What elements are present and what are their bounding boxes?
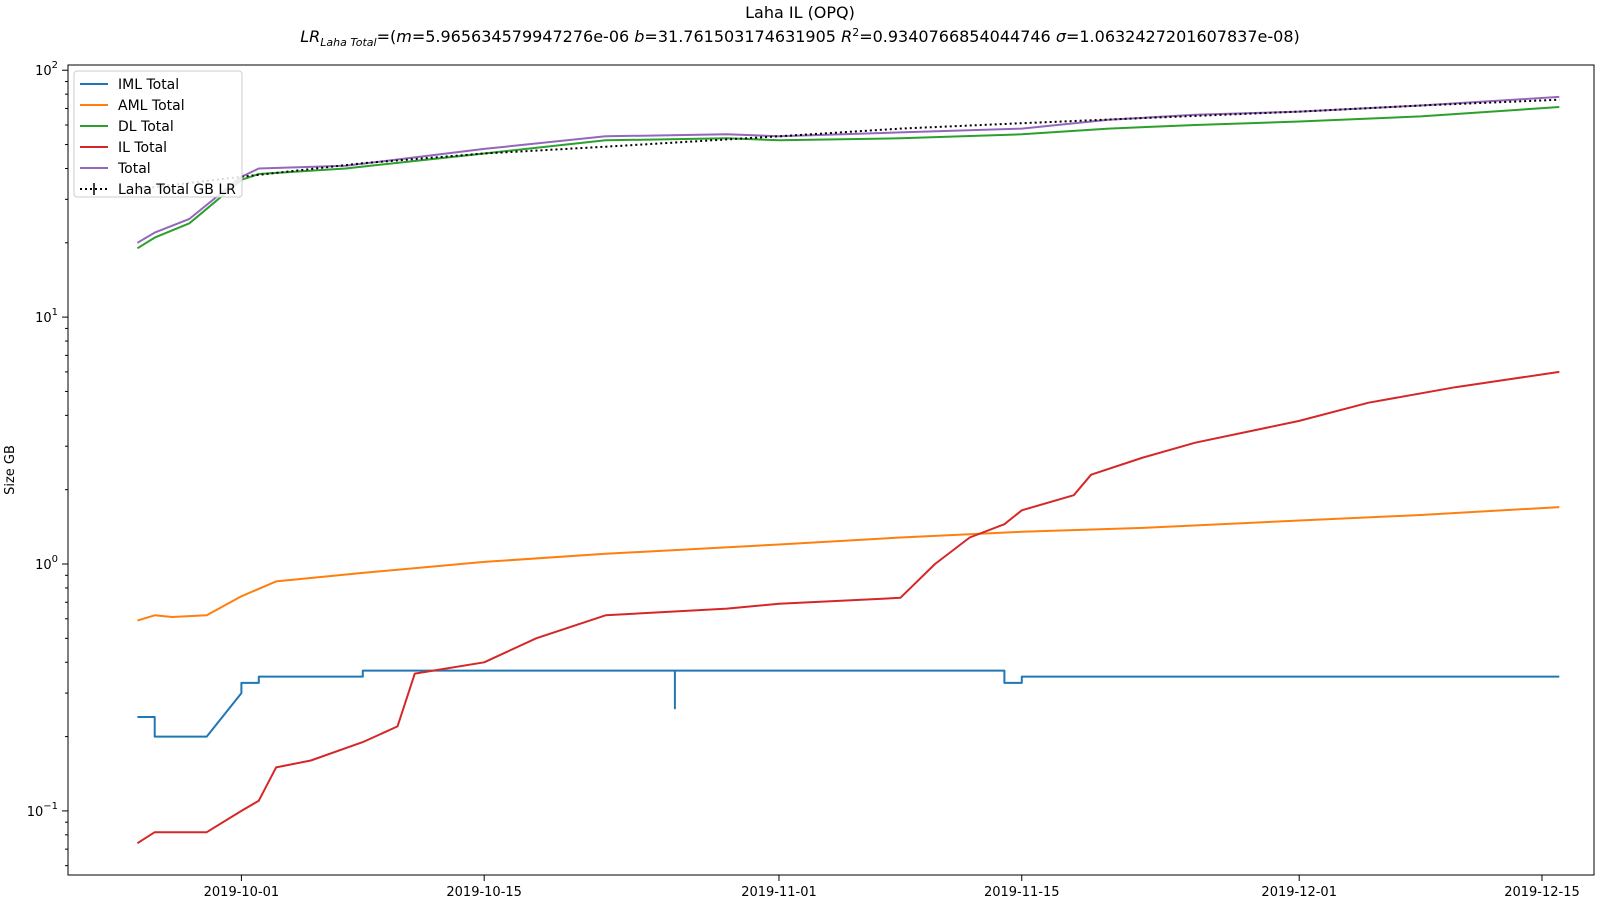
legend-label: IML Total bbox=[118, 77, 179, 93]
y-tick-exponent: 1 bbox=[52, 307, 58, 318]
x-tick-label: 2019-12-15 bbox=[1504, 885, 1580, 900]
y-tick-label: 101 bbox=[35, 307, 58, 326]
y-tick-exponent: 2 bbox=[52, 60, 58, 71]
subtitle-m-label: m bbox=[396, 27, 412, 46]
subtitle-r-val: =0.9340766854044746 bbox=[859, 27, 1056, 46]
y-tick-base: 10 bbox=[35, 311, 52, 326]
legend-label: DL Total bbox=[118, 119, 174, 135]
legend-box bbox=[73, 70, 243, 198]
subtitle-b-label: b bbox=[634, 27, 644, 46]
legend-label: AML Total bbox=[118, 98, 185, 114]
subtitle-b-val: =31.761503174631905 bbox=[644, 27, 841, 46]
x-tick-label: 2019-10-01 bbox=[204, 885, 280, 900]
y-tick-base: 10 bbox=[35, 64, 52, 79]
chart-title: Laha IL (OPQ) bbox=[745, 3, 855, 22]
y-axis-label: Size GB bbox=[3, 445, 18, 495]
x-tick-label: 2019-12-01 bbox=[1261, 885, 1337, 900]
plot-area bbox=[67, 64, 1595, 876]
subtitle-eq-open: =( bbox=[377, 27, 397, 46]
y-tick-base: 10 bbox=[27, 805, 44, 820]
subtitle-s-label: σ bbox=[1056, 27, 1067, 46]
subtitle-lr-sub: Laha Total bbox=[320, 36, 376, 49]
legend-label: Laha Total GB LR bbox=[118, 182, 236, 198]
y-tick-label: 100 bbox=[35, 554, 58, 573]
x-tick-label: 2019-11-15 bbox=[984, 885, 1060, 900]
y-tick-exponent: 0 bbox=[52, 554, 58, 565]
y-tick-exponent: −1 bbox=[43, 801, 58, 812]
series-line-aml-total bbox=[137, 506, 1560, 622]
subtitle-r-label: R bbox=[841, 27, 852, 46]
series-line-il-total bbox=[136, 370, 1560, 845]
subtitle-s-val: =1.0632427201607837e-08) bbox=[1066, 27, 1300, 46]
x-tick-label: 2019-10-15 bbox=[446, 885, 522, 900]
subtitle-r-sup: 2 bbox=[852, 26, 859, 39]
legend-label: Total bbox=[117, 161, 151, 177]
chart-subtitle: LRLaha Total=(m=5.965634579947276e-06 b=… bbox=[300, 26, 1299, 49]
subtitle-lr: LR bbox=[300, 27, 320, 46]
series-line-dl-total bbox=[136, 106, 1560, 250]
x-tick-label: 2019-11-01 bbox=[741, 885, 817, 900]
x-axis: 2019-10-01 2019-10-15 2019-11-01 2019-11-15… bbox=[204, 875, 1580, 900]
subtitle-m-val: =5.965634579947276e-06 bbox=[412, 27, 634, 46]
legend-label: IL Total bbox=[118, 140, 167, 156]
series-line-laha-total-gb-lr bbox=[137, 98, 1560, 191]
y-tick-base: 10 bbox=[35, 558, 52, 573]
series-layer bbox=[136, 95, 1560, 845]
y-tick-label: 10−1 bbox=[27, 801, 58, 820]
series-line-iml-total bbox=[137, 669, 1560, 738]
legend: IML Total AML Total DL Total IL Total Total L… bbox=[73, 70, 243, 198]
y-tick-label: 102 bbox=[35, 60, 58, 79]
